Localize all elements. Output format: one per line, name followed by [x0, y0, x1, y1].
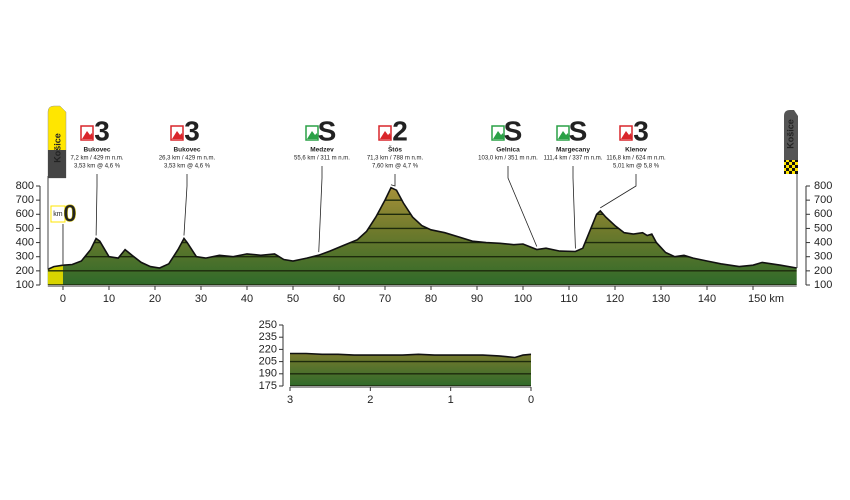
y-tick-label: 300	[16, 251, 34, 263]
climb-category: S	[318, 115, 337, 146]
profile-line	[47, 186, 797, 271]
area-fill	[290, 353, 531, 386]
climb-category: S	[504, 115, 523, 146]
y-tick-label: 700	[16, 194, 34, 206]
x-tick-label: 130	[652, 293, 670, 305]
finish-checker	[784, 160, 798, 174]
climb-name: Bukovec	[173, 147, 200, 154]
x-tick-label: 60	[333, 293, 345, 305]
climb-pointer	[572, 166, 576, 249]
climb-detail: 103,0 km / 351 m n.m.	[478, 156, 538, 162]
climb-category: S	[569, 115, 588, 146]
climb-icon-mountain	[558, 131, 569, 139]
climb-detail: 5,01 km @ 5,8 %	[613, 164, 660, 170]
x-tick-label: 70	[379, 293, 391, 305]
y-tick-label: 600	[814, 208, 832, 220]
x-tick-label: 120	[606, 293, 624, 305]
y-tick-label: 190	[259, 368, 277, 380]
y-tick-label: 250	[259, 319, 277, 331]
x-tick-label: 30	[195, 293, 207, 305]
y-tick-label: 235	[259, 331, 277, 343]
x-tick-label: 0	[60, 293, 66, 305]
climb-icon-mountain	[493, 131, 504, 139]
climb-detail: 71,3 km / 788 m n.m.	[367, 156, 424, 162]
climb-name: Bukovec	[83, 147, 110, 154]
climb-detail: 116,8 km / 624 m n.m.	[606, 156, 666, 162]
x-tick-label: 110	[560, 293, 578, 305]
climb-icon-mountain	[621, 131, 632, 139]
x-tick-label: 20	[149, 293, 161, 305]
x-tick-label: 2	[367, 394, 373, 406]
km-zero-value: 0	[63, 200, 76, 227]
y-tick-label: 300	[814, 251, 832, 263]
y-tick-label: 700	[814, 194, 832, 206]
x-tick-label: 10	[103, 293, 115, 305]
x-tick-label: 40	[241, 293, 253, 305]
climb-icon-mountain	[307, 131, 318, 139]
start-label: Košice	[52, 133, 62, 163]
climb-pointer	[318, 166, 323, 253]
climb-category: 3	[94, 115, 110, 146]
climb-name: Klenov	[625, 147, 647, 154]
y-tick-label: 400	[16, 236, 34, 248]
y-tick-label: 500	[16, 222, 34, 234]
x-tick-label: 3	[287, 394, 293, 406]
climb-pointer	[600, 174, 637, 209]
climb-pointer	[183, 174, 188, 236]
climb-pointer	[95, 174, 98, 236]
climb-detail: 111,4 km / 337 m n.m.	[544, 156, 603, 162]
climb-detail: 55,6 km / 311 m n.m.	[294, 156, 350, 162]
y-tick-label: 200	[16, 265, 34, 277]
climb-name: Štós	[388, 145, 402, 154]
y-tick-label: 100	[814, 279, 832, 291]
climb-name: Gelnica	[496, 147, 520, 154]
climb-icon-mountain	[380, 131, 391, 139]
x-tick-label: 140	[698, 293, 716, 305]
y-tick-label: 500	[814, 222, 832, 234]
x-tick-label: 0	[528, 394, 534, 406]
climb-icon-mountain	[82, 131, 93, 139]
climb-name: Medzev	[310, 147, 334, 154]
y-tick-label: 200	[814, 265, 832, 277]
y-tick-label: 400	[814, 236, 832, 248]
x-tick-label: 80	[425, 293, 437, 305]
climb-pointer	[390, 174, 396, 187]
climb-detail: 26,3 km / 429 m n.m.	[159, 156, 216, 162]
x-tick-label: 90	[471, 293, 483, 305]
start-flag-base	[48, 150, 66, 178]
km-zero-unit: km	[53, 211, 63, 218]
finish-flag	[784, 110, 798, 164]
climb-icon-mountain	[172, 131, 183, 139]
x-tick-label: 50	[287, 293, 299, 305]
climb-detail: 7,2 km / 429 m n.m.	[70, 156, 123, 162]
km-zero-box	[50, 205, 66, 223]
climb-name: Margecany	[556, 147, 590, 154]
climb-category: 3	[184, 115, 200, 146]
x-tick-label: 100	[514, 293, 532, 305]
y-tick-label: 800	[814, 180, 832, 192]
y-tick-label: 205	[259, 356, 277, 368]
y-tick-label: 600	[16, 208, 34, 220]
finish-label: Košice	[785, 119, 795, 149]
neutral-zone	[47, 187, 63, 285]
y-tick-label: 800	[16, 180, 34, 192]
stripes	[290, 360, 531, 386]
y-tick-label: 175	[259, 380, 277, 392]
profile-line	[290, 352, 532, 359]
climb-pointer	[507, 166, 538, 247]
climb-detail: 3,53 km @ 4,6 %	[164, 164, 211, 170]
area-fill	[47, 187, 797, 285]
x-tick-label: 150 km	[748, 293, 784, 305]
climb-detail: 3,53 km @ 4,6 %	[74, 164, 121, 170]
x-tick-label: 1	[448, 394, 454, 406]
y-tick-label: 220	[259, 343, 277, 355]
climb-category: 3	[633, 115, 649, 146]
climb-category: 2	[392, 115, 408, 146]
climb-detail: 7,60 km @ 4,7 %	[372, 164, 419, 170]
y-tick-label: 100	[16, 279, 34, 291]
